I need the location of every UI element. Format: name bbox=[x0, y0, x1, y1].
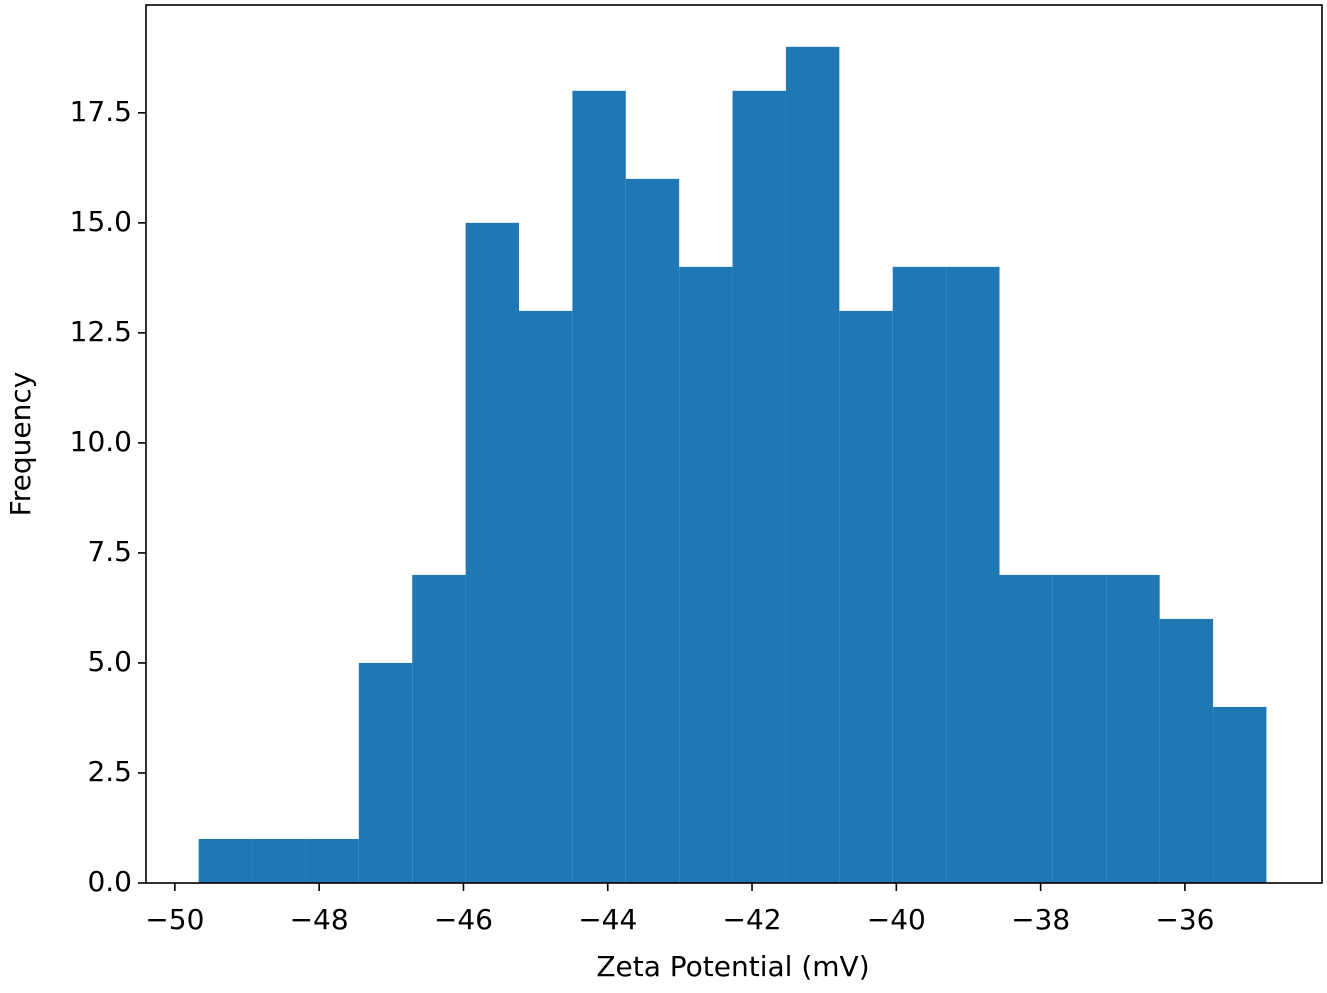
x-tick-label: −50 bbox=[145, 903, 204, 936]
y-tick-label: 10.0 bbox=[70, 425, 132, 458]
x-tick-label: −36 bbox=[1155, 903, 1214, 936]
bar bbox=[1106, 574, 1160, 883]
y-tick-label: 7.5 bbox=[87, 535, 132, 568]
y-tick-label: 5.0 bbox=[87, 645, 132, 678]
bar bbox=[946, 266, 1000, 884]
y-tick-label: 2.5 bbox=[87, 755, 132, 788]
bar bbox=[999, 574, 1053, 883]
bar bbox=[1213, 706, 1267, 883]
x-tick-label: −48 bbox=[290, 903, 349, 936]
bar bbox=[305, 838, 359, 883]
y-tick-label: 12.5 bbox=[70, 315, 132, 348]
bar bbox=[892, 266, 947, 884]
y-tick-label: 0.0 bbox=[87, 865, 132, 898]
x-tick-label: −42 bbox=[722, 903, 781, 936]
bar bbox=[519, 310, 573, 884]
y-tick-label: 17.5 bbox=[70, 95, 132, 128]
x-tick-label: −44 bbox=[578, 903, 637, 936]
bar bbox=[465, 222, 520, 884]
x-tick-label: −40 bbox=[867, 903, 926, 936]
bar bbox=[358, 662, 413, 883]
x-tick-label: −38 bbox=[1011, 903, 1070, 936]
y-tick-label: 15.0 bbox=[70, 205, 132, 238]
x-tick-label: −46 bbox=[434, 903, 493, 936]
bar bbox=[198, 838, 253, 883]
bar bbox=[252, 838, 306, 883]
bar bbox=[839, 310, 893, 884]
bar bbox=[1052, 574, 1107, 883]
bar bbox=[679, 266, 733, 884]
bar bbox=[732, 90, 786, 883]
bar bbox=[1159, 618, 1214, 883]
bar bbox=[785, 46, 840, 884]
bar bbox=[572, 90, 626, 883]
bar bbox=[625, 178, 680, 883]
plot-frame bbox=[145, 4, 1323, 884]
y-axis-label: Frequency bbox=[4, 372, 37, 517]
x-axis-label: Zeta Potential (mV) bbox=[596, 950, 869, 983]
bar bbox=[412, 574, 466, 883]
